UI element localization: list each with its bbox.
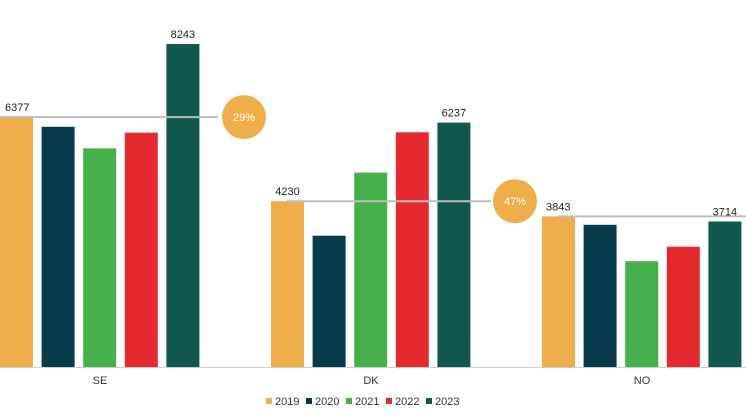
legend-swatch-2020 (306, 398, 312, 404)
legend-label-2023: 2023 (435, 396, 459, 408)
legend-swatch-2019 (266, 398, 272, 404)
growth-badges-layer: 29% 47% (222, 95, 537, 224)
bar-se-2022 (124, 132, 158, 367)
category-label-se: SE (93, 375, 108, 387)
growth-badge-text-se: 29% (233, 112, 255, 124)
bars-layer (0, 44, 742, 367)
bar-se-2020 (41, 126, 75, 367)
legend-swatch-2021 (346, 398, 352, 404)
growth-badge-text-dk: 47% (504, 196, 526, 208)
category-labels: SE DK NO (93, 375, 651, 387)
bar-se-2023 (166, 44, 200, 367)
legend-label-2020: 2020 (315, 396, 339, 408)
data-labels-layer: 6377 8243 4230 6237 3843 3714 (5, 29, 737, 219)
bar-dk-2020 (312, 235, 346, 367)
legend: 2019 2020 2021 2022 2023 (266, 396, 459, 408)
data-label-dk-2023: 6237 (442, 108, 466, 120)
bar-dk-2022 (395, 132, 429, 367)
bar-dk-2021 (354, 172, 388, 367)
data-label-dk-2019: 4230 (275, 186, 299, 198)
legend-label-2022: 2022 (395, 396, 419, 408)
bar-no-2020 (583, 224, 617, 367)
category-label-dk: DK (363, 375, 379, 387)
bar-se-2021 (83, 148, 117, 367)
legend-label-2021: 2021 (355, 396, 379, 408)
growth-badge-dk (493, 179, 537, 224)
bar-dk-2019 (271, 201, 304, 367)
bar-no-2022 (666, 246, 700, 367)
legend-label-2019: 2019 (275, 396, 299, 408)
data-label-no-2023: 3714 (713, 207, 737, 219)
legend-swatch-2023 (426, 398, 432, 404)
bar-no-2019 (542, 216, 575, 367)
category-label-no: NO (634, 375, 651, 387)
data-label-se-2023: 8243 (171, 29, 195, 41)
legend-swatch-2022 (386, 398, 392, 404)
reference-lines-layer (0, 116, 746, 218)
bar-no-2021 (625, 261, 659, 367)
data-label-no-2019: 3843 (546, 201, 570, 213)
bar-no-2023 (708, 221, 742, 367)
bar-se-2019 (0, 117, 33, 367)
growth-badge-se (222, 95, 266, 140)
bar-dk-2023 (437, 122, 471, 367)
data-label-se-2019: 6377 (5, 102, 29, 114)
